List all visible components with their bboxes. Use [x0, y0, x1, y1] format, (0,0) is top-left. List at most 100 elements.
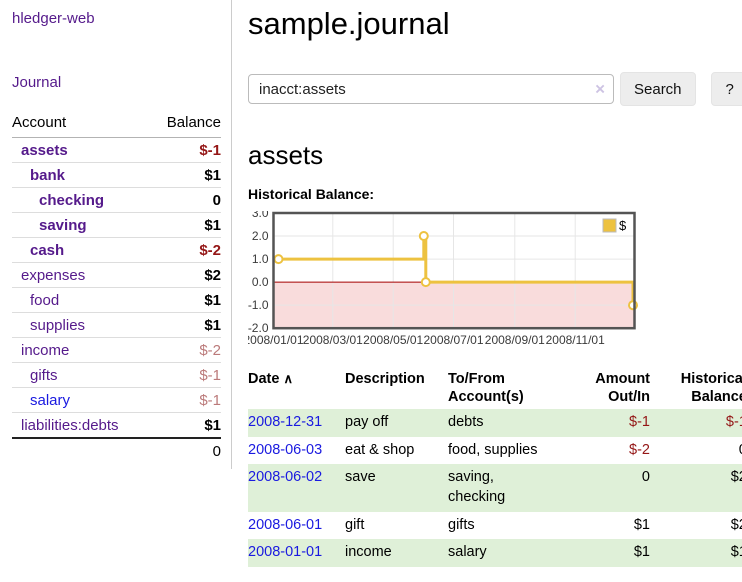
data-point-marker[interactable] — [418, 231, 429, 241]
transaction-amount: $1 — [633, 544, 650, 561]
sort-ascending-icon: ∧ — [283, 371, 293, 386]
transaction-amount: $-1 — [629, 414, 650, 431]
account-link[interactable]: saving — [39, 217, 87, 234]
page-title: sample.journal — [248, 6, 450, 41]
account-row: salary $-1 — [12, 387, 221, 413]
account-balance: $-1 — [150, 387, 221, 413]
transaction-accounts: salary — [448, 544, 487, 561]
x-tick-label: 2008/07/01 — [423, 333, 483, 347]
y-tick-label: 1.0 — [252, 252, 269, 266]
account-link[interactable]: bank — [30, 167, 66, 184]
legend-label: $ — [619, 218, 627, 233]
clear-search-icon[interactable]: × — [595, 79, 605, 99]
register-row: 2008-06-01 gift gifts $1 $2 — [248, 512, 742, 540]
account-link[interactable]: checking — [39, 192, 105, 209]
x-tick-label: 2008/11/01 — [546, 333, 605, 347]
main-content: sample.journal × Search ? assets Histori… — [232, 0, 742, 567]
register-row: 2008-06-03 eat & shop food, supplies $-20 — [248, 437, 742, 465]
account-link[interactable]: food — [30, 292, 60, 309]
transaction-accounts: saving, checking — [448, 469, 506, 505]
sidebar: hledger-web Journal Account Balance asse… — [0, 0, 232, 469]
transaction-date-link[interactable]: 2008-06-01 — [248, 516, 323, 533]
x-tick-label: 2008/01/01 — [248, 333, 304, 347]
account-balance: $-1 — [150, 362, 221, 388]
plot-border — [272, 211, 636, 330]
register-header-accounts: To/From Account(s) — [448, 371, 524, 406]
transaction-date-link[interactable]: 2008-06-02 — [248, 469, 323, 486]
register-header-description: Description — [345, 371, 425, 387]
account-balance: $1 — [150, 162, 221, 188]
account-row: supplies $1 — [12, 312, 221, 338]
legend-swatch — [602, 218, 617, 233]
account-row: assets $-1 — [12, 138, 221, 163]
transaction-amount: $-2 — [629, 441, 650, 458]
account-row: gifts $-1 — [12, 362, 221, 388]
account-row: bank $1 — [12, 162, 221, 188]
register-row: 2008-12-31 pay off debts $-1 $-1 — [248, 409, 742, 437]
account-row: saving $1 — [12, 212, 221, 238]
account-balance: $1 — [150, 312, 221, 338]
account-link[interactable]: expenses — [21, 267, 86, 284]
account-heading: assets — [248, 140, 324, 170]
x-tick-label: 2008/03/01 — [303, 333, 363, 347]
register-header-amount: Amount Out/In — [595, 371, 650, 406]
account-balance: $1 — [150, 212, 221, 238]
account-balance: 0 — [150, 187, 221, 213]
account-row: checking 0 — [12, 187, 221, 213]
account-link[interactable]: income — [21, 342, 70, 359]
account-row: food $1 — [12, 287, 221, 313]
account-link[interactable]: salary — [30, 392, 71, 409]
accounts-tbody: assets $-1 bank $1 checking 0 saving $1 cash $-2 e… — [12, 138, 221, 438]
data-point-marker[interactable] — [628, 300, 638, 311]
data-point-marker[interactable] — [273, 254, 284, 265]
account-row: expenses $2 — [12, 262, 221, 288]
account-row: liabilities:debts $1 — [12, 412, 221, 438]
account-balance: $-1 — [199, 142, 221, 159]
register-header-balance: Historical Balance — [680, 371, 742, 406]
account-link[interactable]: cash — [30, 242, 65, 259]
transaction-accounts: debts — [448, 414, 484, 431]
x-tick-label: 2008/05/01 — [363, 333, 423, 347]
x-tick-label: 2008/09/01 — [485, 333, 545, 347]
account-balance: $1 — [150, 287, 221, 313]
transaction-description: gift — [345, 516, 365, 533]
account-balance: $1 — [150, 412, 221, 438]
transaction-date-link[interactable]: 2008-01-01 — [248, 544, 323, 561]
account-balance: $2 — [150, 262, 221, 288]
transaction-date-link[interactable]: 2008-12-31 — [248, 414, 323, 431]
transaction-balance: $2 — [730, 516, 742, 533]
transaction-date-link[interactable]: 2008-06-03 — [248, 441, 323, 458]
register-table: Date ∧ Description To/From Account(s) Amo… — [248, 367, 742, 567]
account-link[interactable]: supplies — [30, 317, 86, 334]
register-row: 2008-01-01 income salary $1 $1 — [248, 539, 742, 567]
sidebar-item-journal[interactable]: Journal — [12, 74, 62, 91]
transaction-description: eat & shop — [345, 441, 415, 458]
search-form: × Search ? — [248, 72, 742, 106]
help-button[interactable]: ? — [710, 72, 742, 106]
transaction-description: pay off — [345, 414, 389, 431]
search-button[interactable]: Search — [620, 72, 696, 106]
y-tick-label: 3.0 — [252, 211, 269, 220]
transaction-balance: $2 — [730, 469, 742, 486]
register-header-date[interactable]: Date ∧ — [248, 371, 293, 387]
search-box: × — [248, 74, 614, 104]
transaction-balance: $1 — [730, 544, 742, 561]
accounts-header-account: Account — [12, 110, 151, 138]
account-link[interactable]: liabilities:debts — [21, 417, 119, 434]
account-link[interactable]: gifts — [30, 367, 58, 384]
search-input[interactable] — [248, 74, 614, 104]
data-point-marker[interactable] — [420, 277, 431, 288]
accounts-total-spacer — [12, 437, 151, 463]
account-row: cash $-2 — [12, 237, 221, 263]
y-tick-label: -1.0 — [248, 298, 269, 312]
y-tick-label: 2.0 — [252, 229, 269, 243]
transaction-balance: 0 — [652, 437, 742, 465]
transaction-description: income — [345, 544, 392, 561]
account-row: income $-2 — [12, 337, 221, 363]
accounts-table: Account Balance assets $-1 bank $1 checking 0… — [12, 110, 221, 463]
account-link[interactable]: assets — [21, 142, 68, 159]
register-tbody: 2008-12-31 pay off debts $-1 $-1 2008-06-03 ea… — [248, 409, 742, 567]
app-title-link[interactable]: hledger-web — [12, 10, 95, 27]
accounts-header-balance: Balance — [150, 110, 221, 138]
